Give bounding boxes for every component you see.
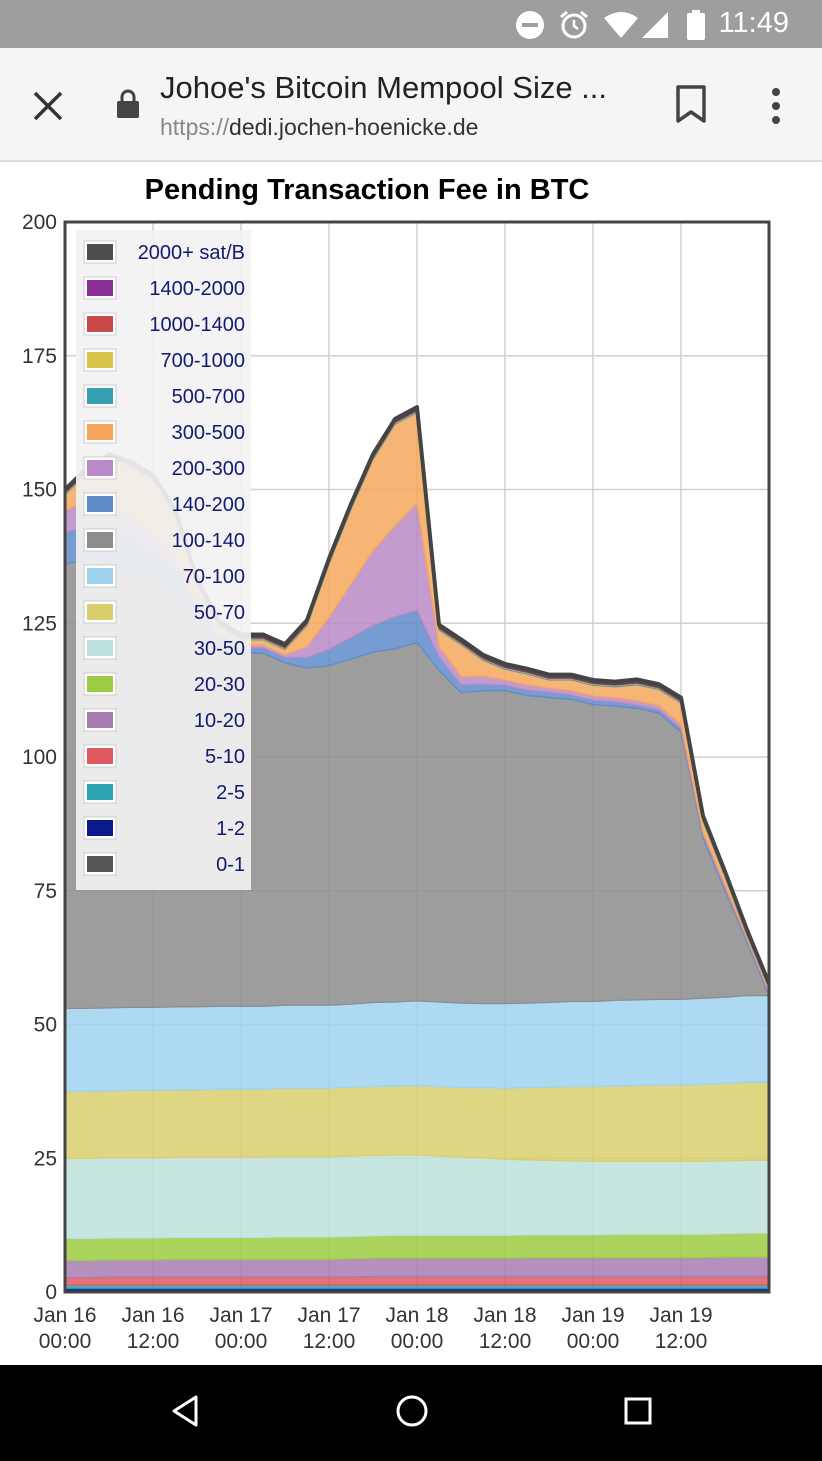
legend-swatch [87,784,113,800]
chart-axes: 0 25 50 75 100 125 150 175 200 Jan 16 00:00 Jan 16 1… [22,211,713,1353]
x-tick-label: Jan 16 [121,1304,184,1327]
legend-label: 100-140 [172,530,245,552]
y-tick-label: 150 [22,479,57,502]
close-icon[interactable] [28,86,68,126]
legend-swatch [87,424,113,440]
x-tick-label: 00:00 [39,1330,92,1353]
legend-label: 140-200 [172,494,245,516]
android-nav-bar [0,1365,822,1461]
legend-swatch [87,496,113,512]
x-tick-label: 12:00 [655,1330,708,1353]
legend-label: 500-700 [172,386,245,408]
legend-swatch [87,676,113,692]
legend-label: 50-70 [194,602,245,624]
legend-swatch [87,316,113,332]
legend-box [76,230,251,890]
battery-icon [687,10,705,40]
url-text[interactable]: https://dedi.jochen-hoenicke.de [160,114,478,141]
legend-label: 1400-2000 [149,278,245,300]
x-tick-label: Jan 19 [561,1304,624,1327]
legend-swatch [87,532,113,548]
alarm-icon [560,10,588,39]
x-tick-label: 00:00 [215,1330,268,1353]
status-bar: 11:49 [0,0,822,48]
area-50-70 [64,1081,770,1163]
x-tick-label: Jan 18 [473,1304,536,1327]
signal-icon [642,12,668,38]
page-title[interactable]: Johoe's Bitcoin Mempool Size ... [160,70,608,105]
area-5-10 [64,1275,770,1286]
y-tick-label: 125 [22,612,57,635]
y-tick-label: 75 [34,880,57,903]
legend-label: 20-30 [194,674,245,696]
fee-chart: Pending Transaction Fee in BTC 0 25 50 75 10… [22,174,771,1353]
legend-swatch [87,460,113,476]
y-tick-label: 175 [22,345,57,368]
legend-swatch [87,820,113,836]
x-tick-label: 00:00 [391,1330,444,1353]
area-70-100 [64,995,770,1092]
area-30-50 [64,1154,770,1240]
back-triangle-icon[interactable] [170,1393,200,1429]
bookmark-icon[interactable] [674,84,708,124]
legend-label: 1000-1400 [149,314,245,336]
url-scheme: https:// [160,114,230,140]
legend-swatch [87,568,113,584]
chart-title: Pending Transaction Fee in BTC [145,174,590,206]
lock-icon [117,89,139,118]
x-tick-label: 12:00 [479,1330,532,1353]
do-not-disturb-icon [516,11,544,39]
plot-frame [63,220,771,1294]
x-tick-label: 12:00 [127,1330,180,1353]
browser-toolbar: Johoe's Bitcoin Mempool Size ... https:/… [0,48,822,162]
legend-swatch [87,856,113,872]
x-tick-label: Jan 17 [209,1304,272,1327]
legend-label: 2000+ sat/B [138,242,245,264]
status-time: 11:49 [718,7,789,39]
legend-label: 30-50 [194,638,245,660]
wifi-icon [604,12,638,38]
y-tick-label: 0 [45,1281,57,1304]
x-tick-label: Jan 16 [33,1304,96,1327]
legend-swatch [87,388,113,404]
legend-swatch [87,640,113,656]
legend-swatch [87,244,113,260]
x-tick-label: 00:00 [567,1330,620,1353]
area-10-20 [64,1256,770,1279]
legend-label: 200-300 [172,458,245,480]
more-vert-icon[interactable] [764,86,788,126]
x-tick-label: Jan 18 [385,1304,448,1327]
home-circle-icon[interactable] [394,1393,430,1429]
y-tick-label: 200 [22,211,57,234]
legend-swatch [87,748,113,764]
chart-legend: 2000+ sat/B 1400-2000 1000-1400 700-1000 500… [76,230,251,890]
legend-label: 1-2 [216,818,245,840]
y-tick-label: 50 [34,1014,57,1037]
legend-label: 2-5 [216,782,245,804]
legend-label: 300-500 [172,422,245,444]
x-tick-label: Jan 17 [297,1304,360,1327]
legend-label: 10-20 [194,710,245,732]
legend-label: 70-100 [183,566,245,588]
page-content: Pending Transaction Fee in BTC 0 25 50 75 10… [0,162,822,1365]
legend-label: 0-1 [216,854,245,876]
legend-swatch [87,280,113,296]
legend-swatch [87,712,113,728]
x-tick-label: Jan 19 [649,1304,712,1327]
url-host: dedi.jochen-hoenicke.de [229,114,479,140]
legend-label: 700-1000 [160,350,245,372]
legend-swatch [87,352,113,368]
y-tick-label: 25 [34,1147,57,1170]
recents-square-icon[interactable] [623,1393,653,1429]
legend-label: 5-10 [205,746,245,768]
x-tick-label: 12:00 [303,1330,356,1353]
y-tick-label: 100 [22,746,57,769]
legend-swatch [87,604,113,620]
